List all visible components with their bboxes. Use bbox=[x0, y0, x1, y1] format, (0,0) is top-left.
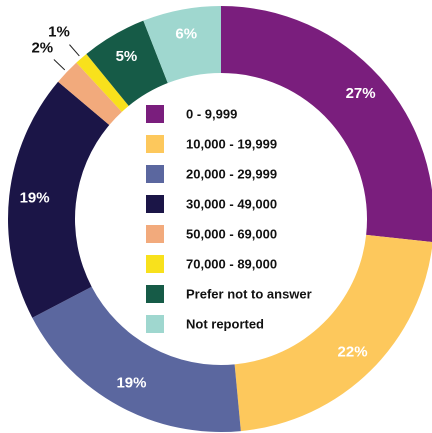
slice-label: 6% bbox=[175, 26, 197, 43]
slice-label: 22% bbox=[338, 344, 368, 361]
legend-label: 0 - 9,999 bbox=[186, 106, 237, 121]
slice-label: 2% bbox=[31, 39, 53, 56]
legend-label: 10,000 - 19,999 bbox=[186, 136, 277, 151]
legend-swatch bbox=[146, 285, 164, 303]
slice-label: 1% bbox=[48, 24, 70, 41]
slice-label: 27% bbox=[346, 85, 376, 102]
slice-label: 5% bbox=[116, 48, 138, 65]
legend-label: 50,000 - 69,000 bbox=[186, 226, 277, 241]
legend-swatch bbox=[146, 165, 164, 183]
legend-swatch bbox=[146, 255, 164, 273]
slice bbox=[58, 62, 122, 125]
legend-swatch bbox=[146, 195, 164, 213]
leader-line bbox=[53, 59, 66, 71]
slice bbox=[76, 53, 129, 112]
slice bbox=[221, 6, 432, 243]
legend-swatch bbox=[146, 315, 164, 333]
slice bbox=[32, 286, 241, 432]
slice-label: 19% bbox=[20, 190, 50, 207]
slice bbox=[7, 81, 110, 318]
slice bbox=[86, 20, 168, 106]
legend-label: 70,000 - 89,000 bbox=[186, 256, 277, 271]
legend-label: Prefer not to answer bbox=[186, 286, 312, 301]
leader-line bbox=[69, 44, 80, 57]
legend-label: 20,000 - 29,999 bbox=[186, 166, 277, 181]
legend-swatch bbox=[146, 135, 164, 153]
legend-label: Not reported bbox=[186, 316, 264, 331]
legend-swatch bbox=[146, 225, 164, 243]
legend-label: 30,000 - 49,000 bbox=[186, 196, 277, 211]
slice-label: 19% bbox=[116, 375, 146, 392]
legend-swatch bbox=[146, 105, 164, 123]
slice bbox=[234, 234, 432, 432]
slice bbox=[143, 6, 221, 84]
